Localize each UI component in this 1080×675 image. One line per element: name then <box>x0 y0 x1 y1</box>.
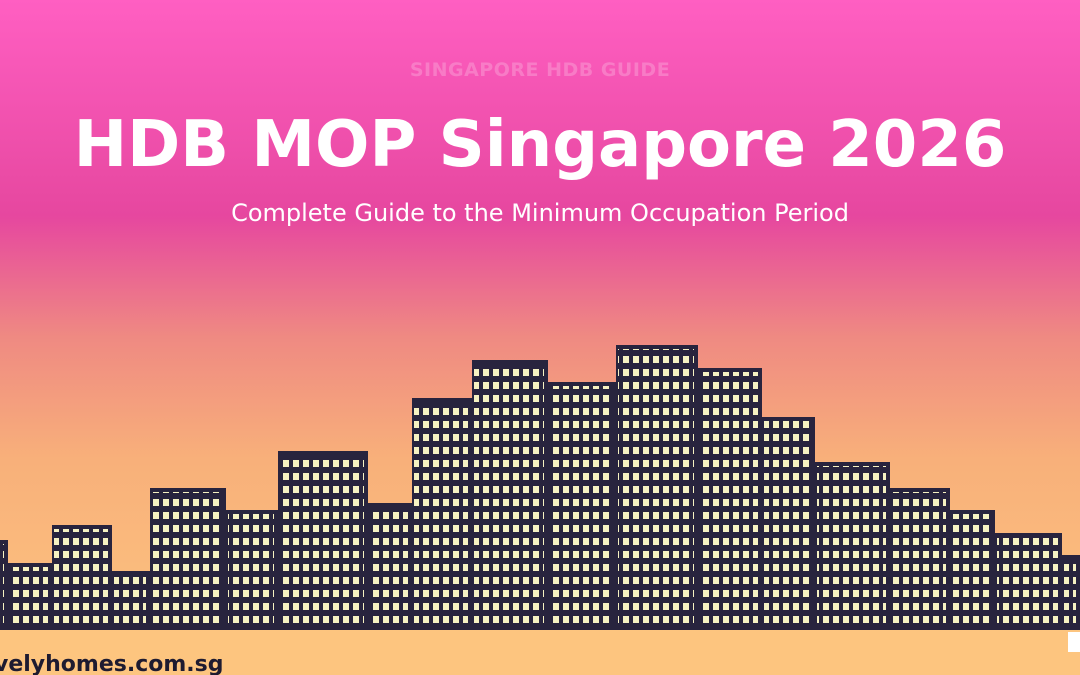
building-windows <box>228 514 274 624</box>
building-windows <box>700 372 758 624</box>
subtitle: Complete Guide to the Minimum Occupation… <box>231 199 849 227</box>
building-windows <box>474 364 544 624</box>
building-windows <box>114 575 146 624</box>
building-windows <box>280 455 364 624</box>
building-windows <box>370 507 408 624</box>
building-windows <box>952 514 991 624</box>
building-windows <box>10 567 48 624</box>
building-windows <box>817 466 886 624</box>
ground <box>0 630 1080 675</box>
building-windows <box>152 492 222 624</box>
building-windows <box>550 386 612 624</box>
site-url: velyhomes.com.sg <box>0 652 224 675</box>
building-windows <box>618 349 694 624</box>
building-windows <box>997 537 1058 624</box>
kicker: SINGAPORE HDB GUIDE <box>410 59 670 81</box>
building-windows <box>1064 559 1076 624</box>
corner-block <box>1068 632 1080 652</box>
building-windows <box>2 544 4 624</box>
title: HDB MOP Singapore 2026 <box>74 108 1007 182</box>
building-windows <box>414 402 468 624</box>
skyline <box>0 345 1080 630</box>
building-windows <box>54 529 108 624</box>
building-windows <box>764 421 811 624</box>
building-windows <box>892 492 946 624</box>
